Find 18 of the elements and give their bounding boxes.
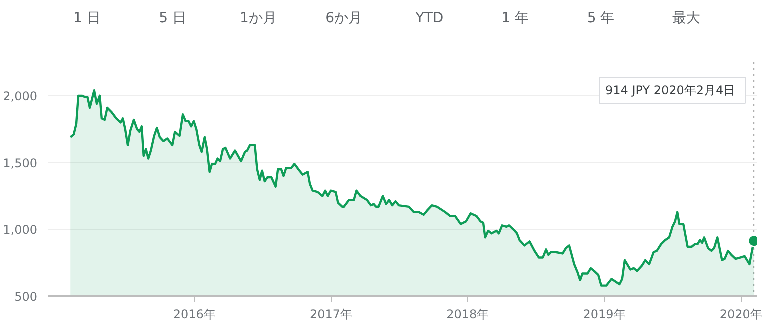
text: 6か月	[326, 10, 363, 26]
y-tick-label: 500	[14, 290, 38, 304]
text: 1か月	[240, 10, 277, 26]
x-tick-label: 2019年	[583, 308, 626, 322]
x-tick-label: 2020年	[720, 308, 762, 322]
y-tick-label: 1,500	[3, 156, 38, 170]
text: 1 日	[74, 10, 101, 26]
text: YTD	[414, 10, 444, 26]
x-tick-label: 2016年	[173, 308, 216, 322]
text: 5 年	[587, 10, 615, 26]
x-tick-label: 2017年	[310, 308, 353, 322]
y-tick-label: 1,000	[3, 223, 38, 238]
x-tick-label: 2018年	[446, 308, 490, 322]
text: 5 日	[159, 10, 187, 26]
annotation: 914 JPY 2020年2月4日	[606, 84, 736, 98]
text: 最大	[672, 10, 701, 26]
y-tick-label: 2,000	[3, 89, 38, 104]
text: 1 年	[502, 10, 530, 26]
